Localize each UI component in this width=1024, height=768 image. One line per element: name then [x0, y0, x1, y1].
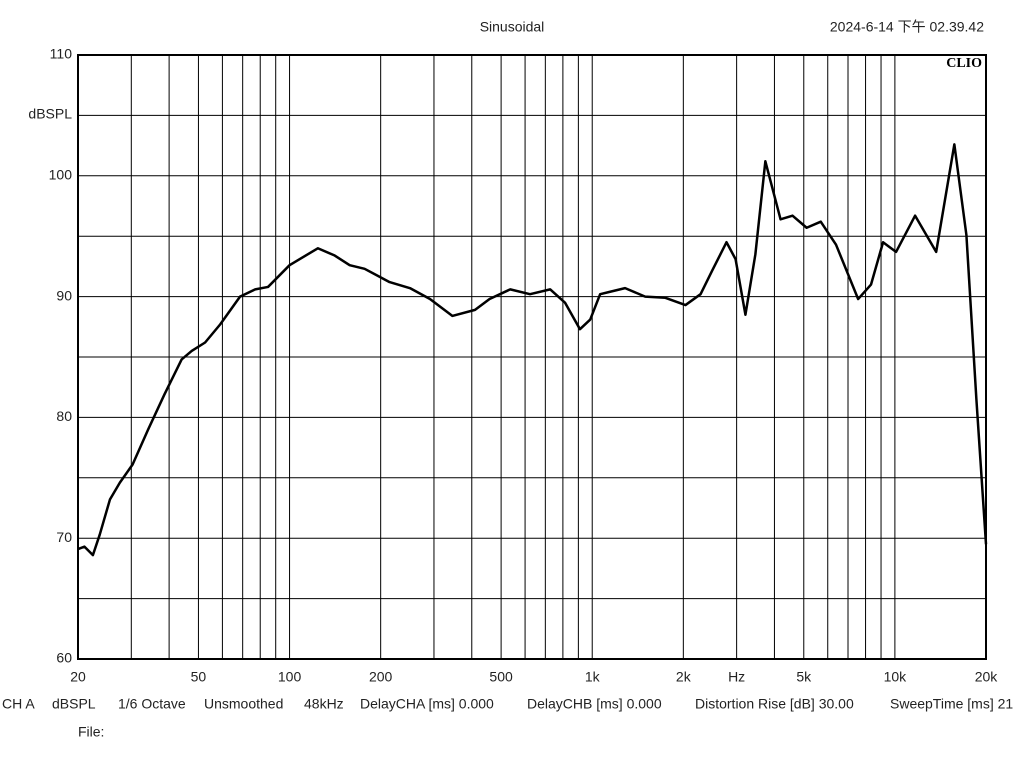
- y-axis-label: dBSPL: [28, 106, 72, 122]
- footer-item: 1/6 Octave: [118, 696, 186, 712]
- response-line: [77, 143, 988, 557]
- footer-item: SweepTime [ms] 21: [890, 696, 1013, 712]
- x-tick-label: 100: [278, 669, 302, 685]
- x-tick-label: 500: [489, 669, 513, 685]
- x-tick-label: 1k: [585, 669, 601, 685]
- footer-item: DelayCHA [ms] 0.000: [360, 696, 494, 712]
- y-tick-label: 80: [56, 408, 72, 424]
- y-tick-label: 110: [50, 46, 73, 62]
- plot-border: [77, 54, 987, 660]
- footer-item: dBSPL: [52, 696, 96, 712]
- x-tick-label: 10k: [884, 669, 908, 685]
- footer-item: Unsmoothed: [204, 696, 283, 712]
- timestamp: 2024-6-14 下午 02.39.42: [830, 19, 984, 35]
- x-tick-label: 2k: [676, 669, 692, 685]
- y-tick-label: 60: [56, 650, 72, 666]
- x-tick-label: 200: [369, 669, 393, 685]
- x-tick-label: 20: [70, 669, 86, 685]
- chart-title: Sinusoidal: [480, 19, 545, 35]
- footer-item: Distortion Rise [dB] 30.00: [695, 696, 854, 712]
- footer-item: 48kHz: [304, 696, 344, 712]
- y-tick-label: 100: [49, 167, 73, 183]
- x-tick-label: 50: [191, 669, 207, 685]
- brand-logo: CLIO: [946, 56, 982, 71]
- x-tick-label: 20k: [975, 669, 999, 685]
- brand-bg: [936, 56, 984, 72]
- y-tick-label: 90: [56, 287, 72, 303]
- x-tick-label: Hz: [728, 669, 745, 685]
- x-tick-label: 5k: [796, 669, 812, 685]
- footer-item: CH A: [2, 696, 35, 712]
- footer-item: DelayCHB [ms] 0.000: [527, 696, 662, 712]
- y-tick-label: 70: [56, 529, 72, 545]
- file-label: File:: [78, 724, 104, 740]
